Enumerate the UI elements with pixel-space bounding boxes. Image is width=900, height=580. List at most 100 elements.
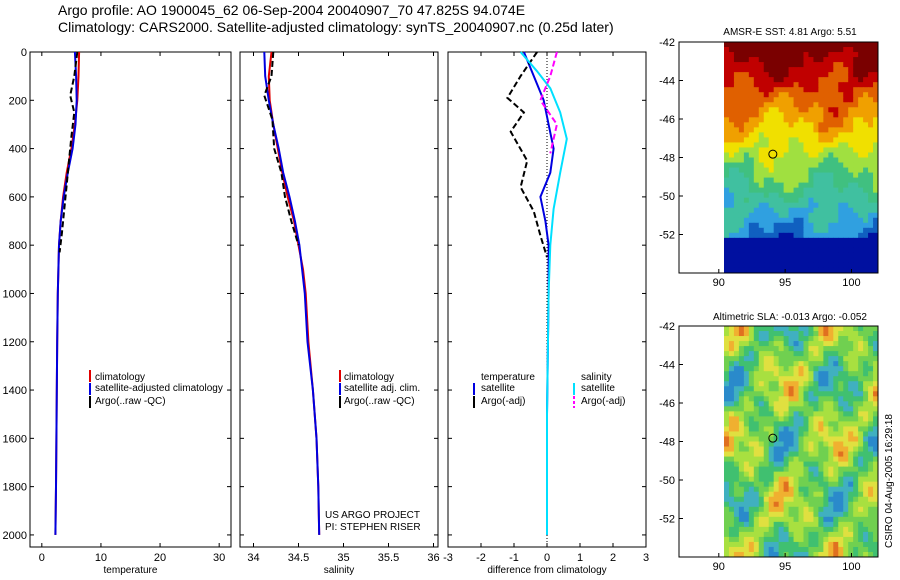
map-cell	[778, 406, 785, 412]
map-cell	[873, 122, 879, 128]
map-cell	[788, 336, 795, 342]
map-cell	[783, 436, 790, 442]
map-cell	[793, 122, 800, 128]
map-cell	[843, 267, 849, 274]
map-cell	[783, 222, 790, 229]
map-cell	[793, 137, 800, 143]
map-cell	[758, 471, 765, 478]
map-cell	[768, 72, 775, 78]
map-cell	[863, 531, 869, 538]
map-cell	[793, 202, 800, 209]
map-cell	[738, 47, 745, 53]
map-cell	[798, 82, 804, 88]
map-cell	[808, 242, 814, 249]
map-cell	[848, 187, 854, 194]
map-cell	[868, 526, 874, 533]
map-cell	[758, 351, 765, 357]
map-cell	[868, 57, 874, 63]
map-cell	[768, 336, 775, 342]
map-cell	[793, 431, 800, 437]
map-cell	[828, 242, 834, 249]
map-cell	[724, 421, 730, 427]
map-cell	[868, 167, 874, 174]
map-cell	[778, 441, 785, 448]
map-cell	[783, 247, 790, 254]
map-cell	[863, 222, 869, 229]
map-cell	[813, 381, 819, 387]
map-cell	[808, 132, 814, 138]
y-tick-label: 400	[9, 144, 27, 156]
map-cell	[848, 72, 854, 78]
map-cell	[773, 137, 780, 143]
map-cell	[783, 396, 790, 402]
map-cell	[798, 506, 804, 513]
map-cell	[828, 217, 834, 224]
map-cell	[778, 42, 785, 48]
map-cell	[833, 486, 839, 493]
map-cell	[793, 516, 800, 523]
map-cell	[873, 137, 879, 143]
map-cell	[843, 152, 849, 158]
map-cell	[818, 62, 824, 68]
map-cell	[768, 436, 775, 442]
map-cell	[773, 481, 780, 488]
map-cell	[763, 391, 770, 397]
map-cell	[828, 167, 834, 174]
map-cell	[748, 436, 755, 442]
map-cell	[823, 466, 829, 473]
map-cell	[823, 72, 829, 78]
map-cell	[838, 506, 844, 513]
map-cell	[753, 232, 760, 239]
map-cell	[818, 102, 824, 108]
map-cell	[793, 157, 800, 164]
map-cell	[753, 501, 760, 508]
map-cell	[823, 421, 829, 427]
map-cell	[868, 192, 874, 199]
map-cell	[758, 77, 765, 83]
map-cell	[853, 162, 859, 169]
map-cell	[853, 441, 859, 448]
map-cell	[748, 227, 755, 234]
map-cell	[743, 252, 750, 259]
map-cell	[733, 496, 740, 503]
map-cell	[778, 366, 785, 372]
map-cell	[808, 526, 814, 533]
map-cell	[773, 262, 780, 269]
map-cell	[838, 97, 844, 103]
map-cell	[828, 227, 834, 234]
map-cell	[763, 346, 770, 352]
map-cell	[818, 386, 824, 392]
map-cell	[758, 142, 765, 148]
map-cell	[758, 212, 765, 219]
map-cell	[833, 431, 839, 437]
map-cell	[833, 516, 839, 523]
map-cell	[743, 341, 750, 347]
map-cell	[748, 546, 755, 553]
map-cell	[724, 247, 730, 254]
map-cell	[838, 501, 844, 508]
map-cell	[724, 546, 730, 553]
map-cell	[758, 451, 765, 458]
temperature-legend: climatology satellite-adjusted climatolo…	[89, 370, 223, 408]
map-cell	[753, 92, 760, 98]
map-cell	[838, 361, 844, 367]
map-cell	[738, 326, 745, 332]
map-cell	[748, 441, 755, 448]
map-cell	[738, 207, 745, 214]
map-cell	[728, 521, 735, 528]
map-cell	[753, 356, 760, 362]
map-cell	[788, 252, 795, 259]
map-cell	[873, 177, 879, 184]
map-cell	[733, 212, 740, 219]
map-cell	[838, 371, 844, 377]
map-cell	[733, 147, 740, 153]
map-cell	[753, 346, 760, 352]
map-cell	[733, 242, 740, 249]
map-cell	[778, 376, 785, 382]
map-cell	[788, 411, 795, 417]
map-cell	[823, 112, 829, 118]
map-cell	[753, 391, 760, 397]
map-cell	[748, 426, 755, 432]
map-cell	[778, 197, 785, 204]
map-cell	[724, 411, 730, 417]
